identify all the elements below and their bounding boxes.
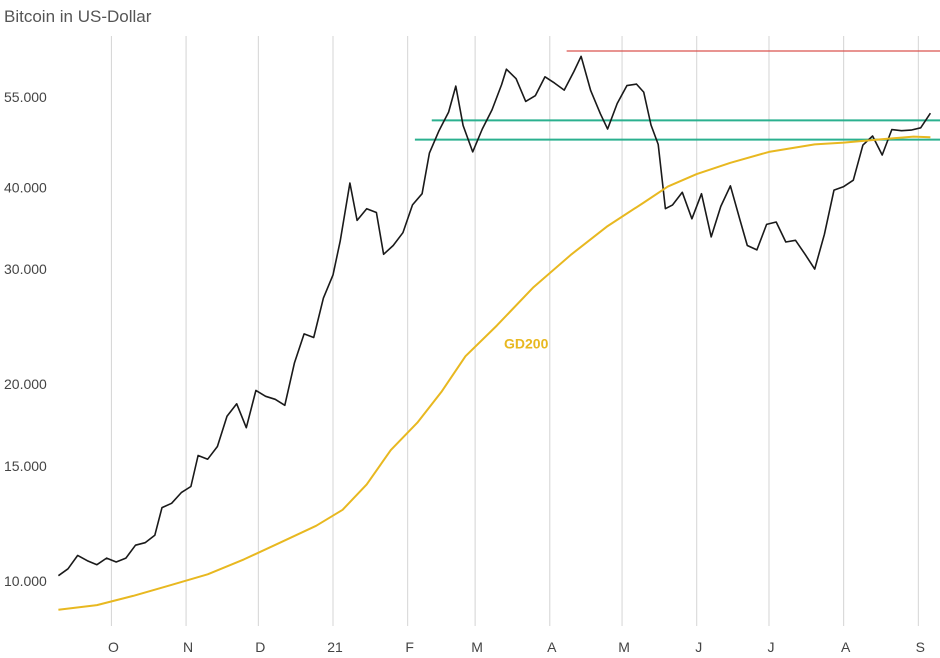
x-tick-label-J: J: [767, 639, 774, 655]
y-tick-label-20000: 20.000: [4, 376, 47, 392]
x-tick-label-J: J: [695, 639, 702, 655]
x-tick-label-N: N: [183, 639, 193, 655]
vertical-gridlines: [110, 36, 919, 626]
x-tick-label-O: O: [108, 639, 119, 655]
x-tick-label-M: M: [618, 639, 630, 655]
chart-title: Bitcoin in US-Dollar: [4, 7, 152, 26]
series-lines: [57, 55, 932, 611]
x-tick-label-D: D: [255, 639, 265, 655]
x-axis-ticks: O N D 21 F M A M J J A S: [108, 639, 925, 655]
gd200-label: GD200: [504, 336, 549, 352]
x-tick-label-S: S: [916, 639, 925, 655]
bitcoin-price-line: [57, 55, 932, 577]
y-tick-label-10000: 10.000: [4, 573, 47, 589]
y-tick-label-40000: 40.000: [4, 180, 47, 196]
x-tick-label-M: M: [471, 639, 483, 655]
x-tick-label-21: 21: [327, 639, 343, 655]
y-tick-label-30000: 30.000: [4, 261, 47, 277]
x-tick-label-A: A: [841, 639, 851, 655]
y-tick-label-15000: 15.000: [4, 458, 47, 474]
y-axis-ticks: 10.000 15.000 20.000 30.000 40.000 55.000: [4, 89, 47, 589]
x-tick-label-F: F: [405, 639, 414, 655]
annotations: GD200: [504, 336, 549, 352]
level-lines: [414, 50, 940, 141]
gd200-line: [58, 135, 931, 611]
y-tick-label-55000: 55.000: [4, 89, 47, 105]
x-tick-label-A: A: [547, 639, 557, 655]
